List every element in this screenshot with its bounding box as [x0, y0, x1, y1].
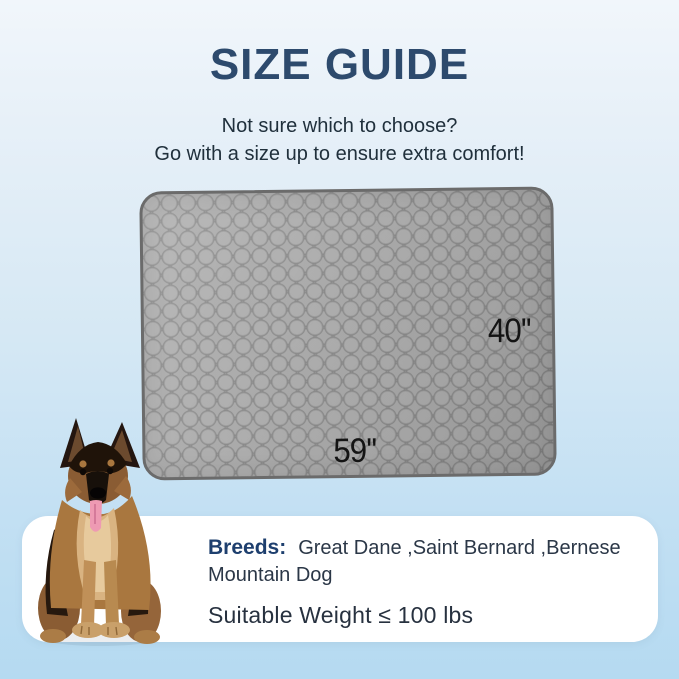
page-title: SIZE GUIDE: [209, 40, 470, 89]
breed-info-text: Breeds: Great Dane ,Saint Bernard ,Bernes…: [208, 534, 638, 629]
suitable-weight-text: Suitable Weight ≤ 100 lbs: [208, 602, 474, 628]
subtitle-line-1: Not sure which to choose?: [221, 115, 458, 137]
mat-length-dimension-label: 59'': [333, 431, 377, 471]
german-shepherd-dog-image: [38, 418, 161, 646]
breeds-value: Great Dane ,Saint Bernard ,Bernese Mount…: [208, 537, 621, 586]
breeds-line: Breeds: Great Dane ,Saint Bernard ,Bernes…: [208, 534, 638, 589]
breeds-label: Breeds:: [208, 536, 287, 559]
cooling-mat-image: 40'' 59'': [139, 186, 557, 481]
mat-width-dimension-label: 40'': [487, 311, 532, 351]
subtitle: Not sure which to choose? Go with a size …: [0, 112, 679, 168]
subtitle-line-2: Go with a size up to ensure extra comfor…: [154, 143, 525, 165]
